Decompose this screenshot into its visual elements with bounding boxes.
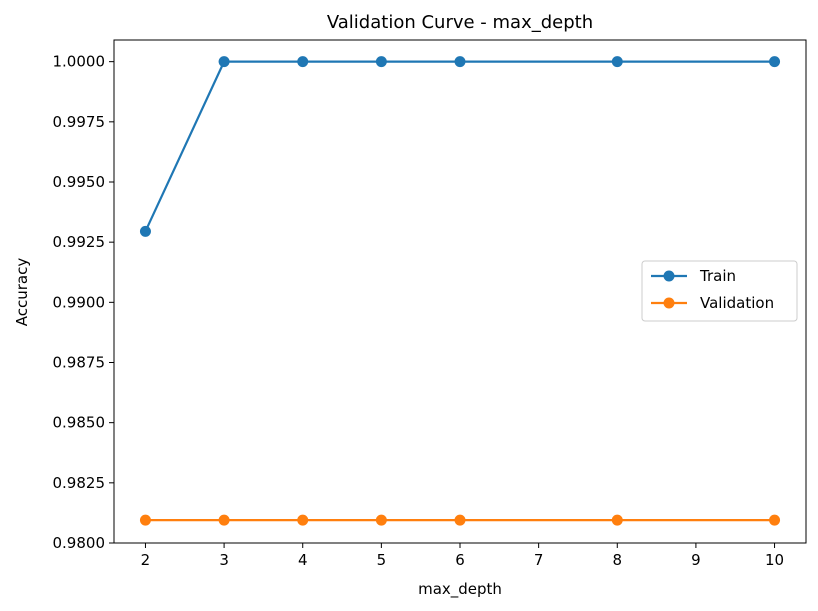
y-axis-label: Accuracy bbox=[13, 258, 31, 327]
data-point-validation bbox=[454, 514, 466, 526]
legend: Train Validation bbox=[641, 260, 798, 322]
data-point-validation bbox=[375, 514, 387, 526]
data-point-train bbox=[375, 56, 387, 68]
x-tick-label: 6 bbox=[455, 551, 465, 569]
y-tick-label: 0.9825 bbox=[53, 474, 106, 492]
x-tick-label: 3 bbox=[219, 551, 229, 569]
legend-label-train: Train bbox=[699, 267, 736, 285]
y-tick-label: 0.9975 bbox=[53, 113, 106, 131]
data-point-train bbox=[297, 56, 309, 68]
x-tick-label: 10 bbox=[765, 551, 784, 569]
data-point-train bbox=[218, 56, 230, 68]
y-tick-label: 0.9950 bbox=[53, 173, 106, 191]
y-tick-label: 0.9900 bbox=[53, 293, 106, 311]
x-tick-label: 9 bbox=[691, 551, 701, 569]
data-point-validation bbox=[218, 514, 230, 526]
x-tick-label: 8 bbox=[612, 551, 622, 569]
y-axis-ticks: 0.9800 0.9825 0.9850 0.9875 0.9900 0.9925 0.99… bbox=[53, 53, 114, 552]
y-tick-label: 0.9850 bbox=[53, 414, 106, 432]
series-layer bbox=[139, 56, 781, 526]
data-point-validation bbox=[769, 514, 781, 526]
data-point-train bbox=[139, 225, 151, 237]
x-tick-label: 4 bbox=[298, 551, 308, 569]
data-point-validation bbox=[297, 514, 309, 526]
y-tick-label: 0.9800 bbox=[53, 534, 106, 552]
data-point-validation bbox=[611, 514, 623, 526]
data-point-train bbox=[611, 56, 623, 68]
data-point-validation bbox=[139, 514, 151, 526]
legend-marker-train bbox=[663, 270, 675, 282]
legend-marker-validation bbox=[663, 297, 675, 309]
chart-title: Validation Curve - max_depth bbox=[327, 12, 593, 33]
data-point-train bbox=[769, 56, 781, 68]
data-point-train bbox=[454, 56, 466, 68]
x-tick-label: 5 bbox=[377, 551, 387, 569]
x-axis-label: max_depth bbox=[418, 580, 502, 599]
y-tick-label: 0.9875 bbox=[53, 353, 106, 371]
y-tick-label: 1.0000 bbox=[53, 53, 106, 71]
x-axis-ticks: 2 3 4 5 6 7 8 9 10 bbox=[141, 543, 784, 569]
y-tick-label: 0.9925 bbox=[53, 233, 106, 251]
x-tick-label: 7 bbox=[534, 551, 544, 569]
x-tick-label: 2 bbox=[141, 551, 151, 569]
legend-label-validation: Validation bbox=[700, 294, 774, 312]
